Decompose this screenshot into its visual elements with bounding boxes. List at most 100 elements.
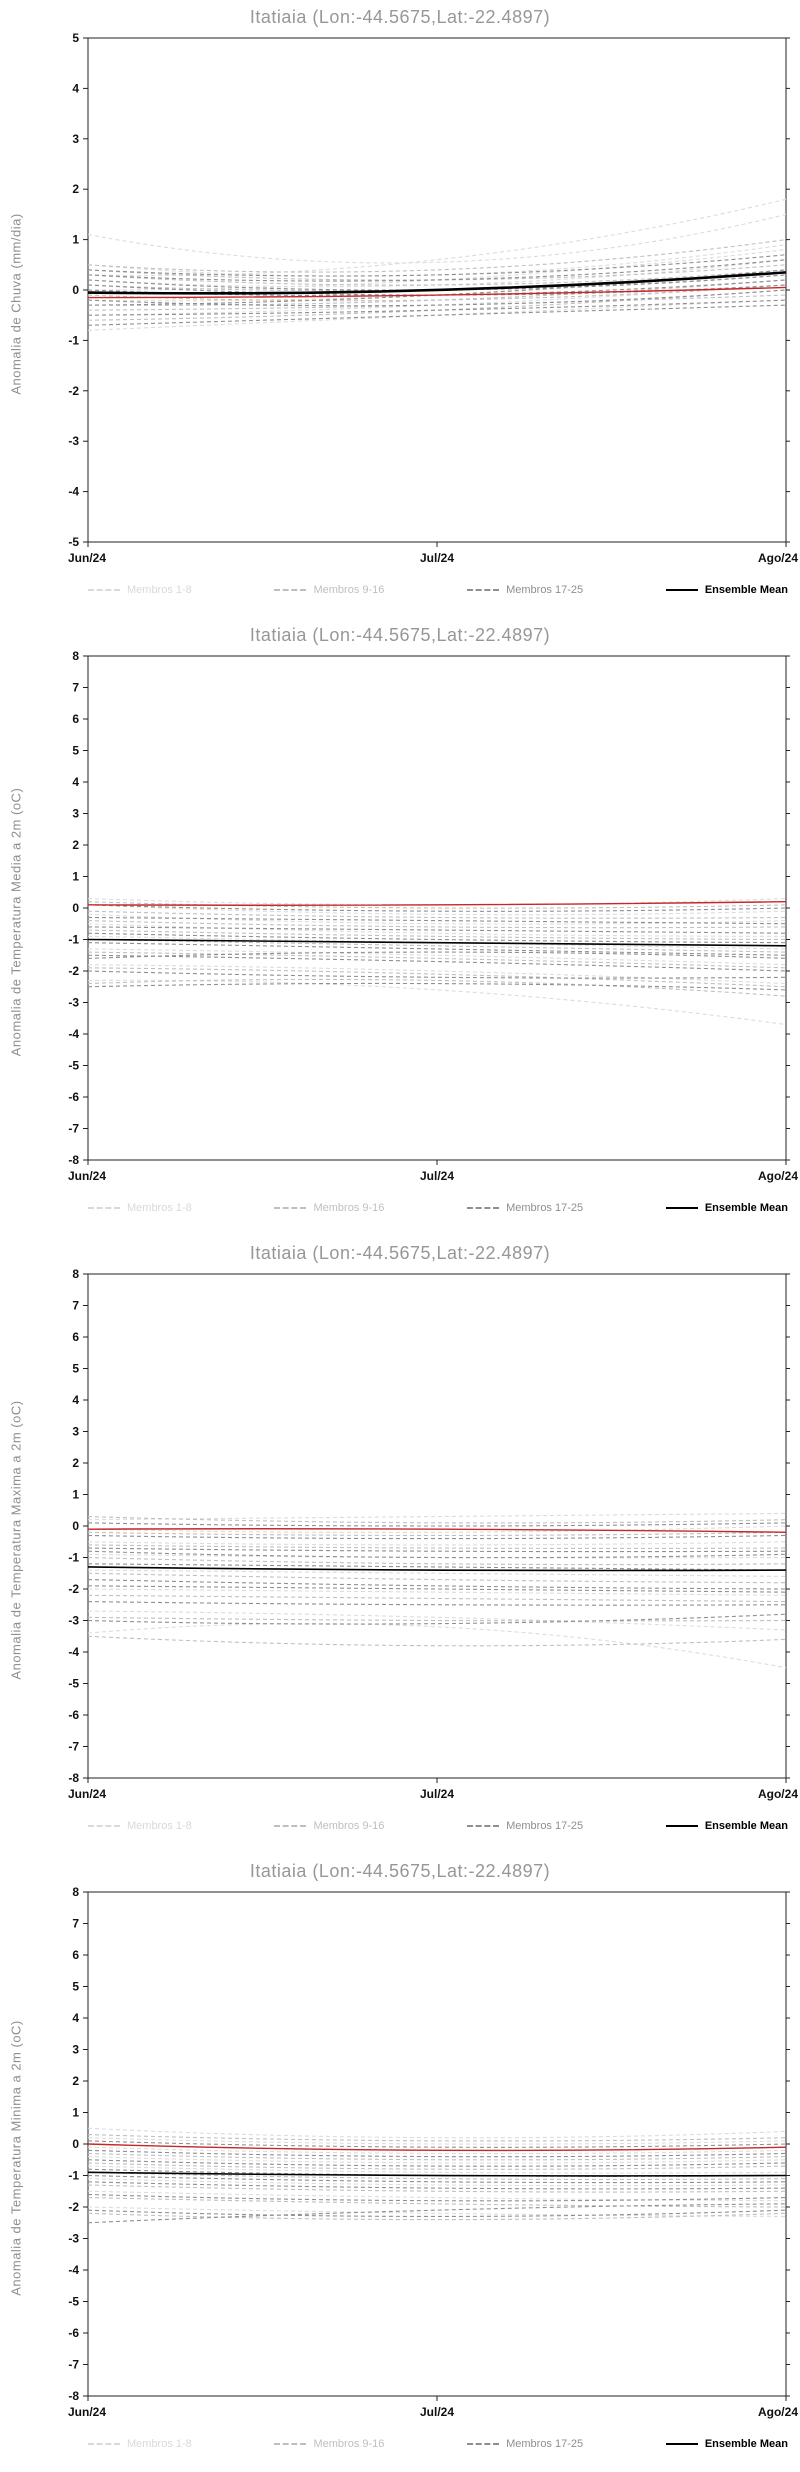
legend-item-members-1-8: Membros 1-8 — [88, 2438, 192, 2450]
svg-text:Jun/24: Jun/24 — [68, 1169, 106, 1183]
svg-text:0: 0 — [72, 283, 79, 297]
chart-panel-temp-media-anomaly: Itatiaia (Lon:-44.5675,Lat:-22.4897) Ano… — [0, 618, 800, 1236]
legend-item-ensemble-mean: Ensemble Mean — [665, 1202, 788, 1214]
chart-title: Itatiaia (Lon:-44.5675,Lat:-22.4897) — [249, 625, 551, 645]
svg-text:-4: -4 — [68, 1645, 79, 1659]
legend-item-members-9-16: Membros 9-16 — [274, 584, 384, 596]
svg-text:1: 1 — [72, 2106, 79, 2120]
legend-line-sample — [467, 1207, 500, 1209]
svg-text:4: 4 — [72, 1393, 79, 1407]
chart-panel-rain-anomaly: Itatiaia (Lon:-44.5675,Lat:-22.4897) Ano… — [0, 0, 800, 618]
svg-text:1: 1 — [72, 1488, 79, 1502]
chart-title: Itatiaia (Lon:-44.5675,Lat:-22.4897) — [249, 7, 551, 27]
svg-text:1: 1 — [72, 870, 79, 884]
svg-text:-2: -2 — [68, 964, 79, 978]
svg-text:-3: -3 — [68, 996, 79, 1010]
legend-line-sample — [665, 1207, 698, 1209]
chart-title: Itatiaia (Lon:-44.5675,Lat:-22.4897) — [249, 1243, 551, 1263]
svg-text:4: 4 — [72, 775, 79, 789]
svg-text:Jun/24: Jun/24 — [68, 2405, 106, 2419]
svg-text:7: 7 — [72, 1917, 79, 1931]
svg-text:Ago/24: Ago/24 — [758, 1787, 798, 1801]
svg-text:-4: -4 — [68, 2263, 79, 2277]
legend-item-members-17-25: Membros 17-25 — [467, 1820, 583, 1832]
svg-text:5: 5 — [72, 744, 79, 758]
chart-title: Itatiaia (Lon:-44.5675,Lat:-22.4897) — [249, 1861, 551, 1881]
legend-item-ensemble-mean: Ensemble Mean — [665, 584, 788, 596]
svg-text:0: 0 — [72, 1519, 79, 1533]
plot-area: -8 -7 -6 -5 -4 -3 -2 -1 0 1 2 3 4 5 6 7 8 Jun/24 Jul/24 Ago… — [68, 649, 798, 1183]
legend-label: Membros 9-16 — [313, 2438, 385, 2450]
svg-text:-6: -6 — [68, 2326, 79, 2340]
svg-text:-7: -7 — [68, 1122, 79, 1136]
legend-line-sample — [274, 1825, 307, 1827]
svg-text:7: 7 — [72, 681, 79, 695]
svg-text:0: 0 — [72, 2137, 79, 2151]
svg-text:-8: -8 — [68, 2389, 79, 2403]
legend-label: Membros 1-8 — [127, 584, 192, 596]
plot-area: -5 -4 -3 -2 -1 0 1 2 3 4 5 Jun/24 Jul/24 Ago/24 — [68, 31, 798, 565]
svg-text:Jul/24: Jul/24 — [420, 2405, 454, 2419]
legend-line-sample — [467, 589, 500, 591]
svg-text:Jul/24: Jul/24 — [420, 1787, 454, 1801]
legend-line-sample — [467, 1825, 500, 1827]
svg-text:-5: -5 — [68, 1677, 79, 1691]
svg-text:2: 2 — [72, 182, 79, 196]
svg-text:-8: -8 — [68, 1771, 79, 1785]
legend-label: Membros 17-25 — [506, 1202, 584, 1214]
svg-text:-5: -5 — [68, 2295, 79, 2309]
legend-line-sample — [274, 1207, 307, 1209]
svg-text:-2: -2 — [68, 1582, 79, 1596]
plot-wrap: Anomalia de Temperatura Maxima a 2m (oC)… — [0, 1266, 800, 1814]
svg-text:6: 6 — [72, 712, 79, 726]
legend-line-sample — [88, 2443, 120, 2445]
legend-item-ensemble-mean: Ensemble Mean — [665, 2438, 788, 2450]
legend-item-ensemble-mean: Ensemble Mean — [665, 1820, 788, 1832]
plot-wrap: Anomalia de Temperatura Media a 2m (oC) … — [0, 648, 800, 1196]
y-axis-label: Anomalia de Temperatura Minima a 2m (oC) — [8, 2020, 24, 2296]
y-axis-label: Anomalia de Temperatura Media a 2m (oC) — [8, 787, 24, 1057]
legend-item-members-9-16: Membros 9-16 — [274, 1202, 384, 1214]
svg-text:-2: -2 — [68, 2200, 79, 2214]
svg-text:-1: -1 — [68, 2169, 79, 2183]
legend: Membros 1-8 Membros 9-16 Membros 17-25 E… — [88, 1816, 788, 1854]
legend: Membros 1-8 Membros 9-16 Membros 17-25 E… — [88, 1198, 788, 1236]
svg-text:-6: -6 — [68, 1090, 79, 1104]
svg-text:Ago/24: Ago/24 — [758, 551, 798, 565]
chart-panel-temp-maxima-anomaly: Itatiaia (Lon:-44.5675,Lat:-22.4897) Ano… — [0, 1236, 800, 1854]
legend-label: Membros 17-25 — [506, 2438, 584, 2450]
legend-line-sample — [665, 1825, 698, 1827]
svg-text:-3: -3 — [68, 2232, 79, 2246]
legend-line-sample — [665, 2443, 698, 2445]
legend-label: Ensemble Mean — [704, 1820, 788, 1832]
svg-text:6: 6 — [72, 1330, 79, 1344]
legend-item-members-17-25: Membros 17-25 — [467, 2438, 583, 2450]
legend-line-sample — [665, 589, 698, 591]
legend: Membros 1-8 Membros 9-16 Membros 17-25 E… — [88, 580, 788, 618]
legend-label: Membros 1-8 — [127, 2438, 192, 2450]
svg-text:5: 5 — [72, 1980, 79, 1994]
svg-text:3: 3 — [72, 2043, 79, 2057]
legend-label: Membros 9-16 — [313, 1820, 385, 1832]
legend-line-sample — [274, 2443, 307, 2445]
legend-label: Membros 9-16 — [313, 1202, 385, 1214]
svg-text:Jul/24: Jul/24 — [420, 551, 454, 565]
svg-text:Ago/24: Ago/24 — [758, 2405, 798, 2419]
legend-line-sample — [274, 589, 307, 591]
svg-text:2: 2 — [72, 1456, 79, 1470]
svg-text:4: 4 — [72, 2011, 79, 2025]
svg-text:-4: -4 — [68, 485, 79, 499]
legend-label: Membros 9-16 — [313, 584, 385, 596]
svg-text:Jun/24: Jun/24 — [68, 1787, 106, 1801]
svg-text:Jul/24: Jul/24 — [420, 1169, 454, 1183]
svg-text:-7: -7 — [68, 2358, 79, 2372]
chart-panel-temp-minima-anomaly: Itatiaia (Lon:-44.5675,Lat:-22.4897) Ano… — [0, 1854, 800, 2472]
plot-area: -8 -7 -6 -5 -4 -3 -2 -1 0 1 2 3 4 5 6 7 8 Jun/24 Jul/24 Ago… — [68, 1267, 798, 1801]
svg-text:-8: -8 — [68, 1153, 79, 1167]
svg-text:1: 1 — [72, 233, 79, 247]
legend-item-members-9-16: Membros 9-16 — [274, 2438, 384, 2450]
legend-label: Membros 17-25 — [506, 584, 584, 596]
svg-text:3: 3 — [72, 807, 79, 821]
svg-text:2: 2 — [72, 838, 79, 852]
legend-label: Ensemble Mean — [704, 2438, 788, 2450]
